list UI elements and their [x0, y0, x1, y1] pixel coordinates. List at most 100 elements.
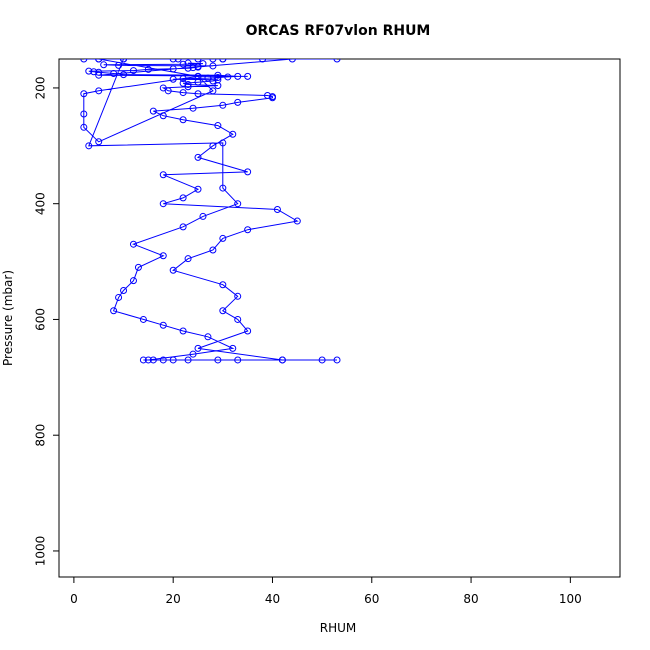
- data-point: [184, 83, 192, 91]
- data-point: [120, 59, 128, 63]
- data-point: [169, 356, 177, 364]
- data-point: [179, 79, 187, 87]
- data-point: [204, 74, 212, 82]
- data-point: [179, 194, 187, 202]
- data-point: [234, 315, 242, 323]
- data-point: [129, 240, 137, 248]
- data-point: [209, 62, 217, 70]
- data-point: [159, 200, 167, 208]
- data-point: [244, 72, 252, 80]
- data-point: [184, 59, 192, 67]
- data-point: [259, 59, 267, 63]
- data-point: [179, 223, 187, 231]
- data-point: [95, 138, 103, 146]
- data-point: [219, 139, 227, 147]
- data-point: [115, 293, 123, 301]
- data-point: [194, 59, 202, 63]
- data-point: [234, 200, 242, 208]
- data-point: [293, 217, 301, 225]
- data-point: [139, 356, 147, 364]
- y-tick-label: 400: [34, 192, 48, 215]
- data-point: [234, 98, 242, 106]
- data-point: [179, 327, 187, 335]
- data-point: [209, 59, 217, 63]
- data-point: [204, 333, 212, 341]
- data-point: [149, 356, 157, 364]
- data-point: [159, 171, 167, 179]
- x-tick-label: 20: [166, 592, 181, 606]
- data-point: [194, 90, 202, 98]
- series-line: [83, 59, 337, 361]
- data-point: [159, 356, 167, 364]
- data-point: [268, 93, 276, 101]
- data-point: [169, 59, 177, 63]
- data-point: [234, 356, 242, 364]
- data-point: [214, 356, 222, 364]
- data-point: [95, 59, 103, 63]
- data-point: [194, 78, 202, 86]
- series-layer: [80, 59, 341, 364]
- data-point: [234, 292, 242, 300]
- data-point: [214, 76, 222, 84]
- data-point: [273, 205, 281, 213]
- data-point: [184, 356, 192, 364]
- data-point: [110, 307, 118, 315]
- data-point: [144, 65, 152, 73]
- x-axis: 0 20 40 60 80 100: [70, 576, 582, 606]
- data-point: [184, 255, 192, 263]
- data-point: [219, 59, 227, 63]
- data-point: [214, 71, 222, 79]
- y-axis-label: Pressure (mbar): [1, 270, 15, 366]
- data-point: [234, 72, 242, 80]
- data-point: [199, 212, 207, 220]
- data-point: [189, 350, 197, 358]
- data-point: [129, 277, 137, 285]
- data-point: [189, 64, 197, 72]
- data-point: [80, 59, 88, 63]
- data-point: [80, 110, 88, 118]
- data-point: [244, 168, 252, 176]
- data-point: [95, 71, 103, 79]
- data-point: [159, 321, 167, 329]
- data-point: [179, 60, 187, 68]
- data-point: [85, 67, 93, 75]
- data-point: [278, 356, 286, 364]
- data-point: [214, 122, 222, 130]
- x-tick-label: 100: [559, 592, 582, 606]
- x-tick-label: 40: [265, 592, 280, 606]
- data-point: [219, 184, 227, 192]
- data-point: [179, 75, 187, 83]
- data-point: [169, 65, 177, 73]
- data-point: [179, 116, 187, 124]
- data-point: [120, 71, 128, 79]
- data-point: [209, 246, 217, 254]
- data-point: [174, 59, 182, 63]
- data-point: [219, 101, 227, 109]
- data-point: [264, 91, 272, 99]
- data-point: [194, 185, 202, 193]
- data-point: [115, 61, 123, 69]
- data-point: [159, 252, 167, 260]
- data-point: [129, 67, 137, 75]
- x-tick-label: 60: [364, 592, 379, 606]
- data-point: [159, 84, 167, 92]
- y-tick-label: 800: [34, 424, 48, 447]
- data-point: [189, 104, 197, 112]
- data-point: [120, 287, 128, 295]
- data-point: [244, 226, 252, 234]
- data-point: [80, 123, 88, 131]
- y-axis: 200 400 600 800 1000: [34, 76, 60, 566]
- data-point: [209, 142, 217, 150]
- data-point: [199, 60, 207, 68]
- data-point: [169, 75, 177, 83]
- x-tick-label: 80: [463, 592, 478, 606]
- data-point: [169, 266, 177, 274]
- data-point: [333, 59, 341, 63]
- data-point: [194, 344, 202, 352]
- data-point: [219, 307, 227, 315]
- y-tick-label: 200: [34, 76, 48, 99]
- data-point: [288, 59, 296, 63]
- chart-title: ORCAS RF07vlon RHUM: [246, 23, 431, 39]
- data-point: [333, 356, 341, 364]
